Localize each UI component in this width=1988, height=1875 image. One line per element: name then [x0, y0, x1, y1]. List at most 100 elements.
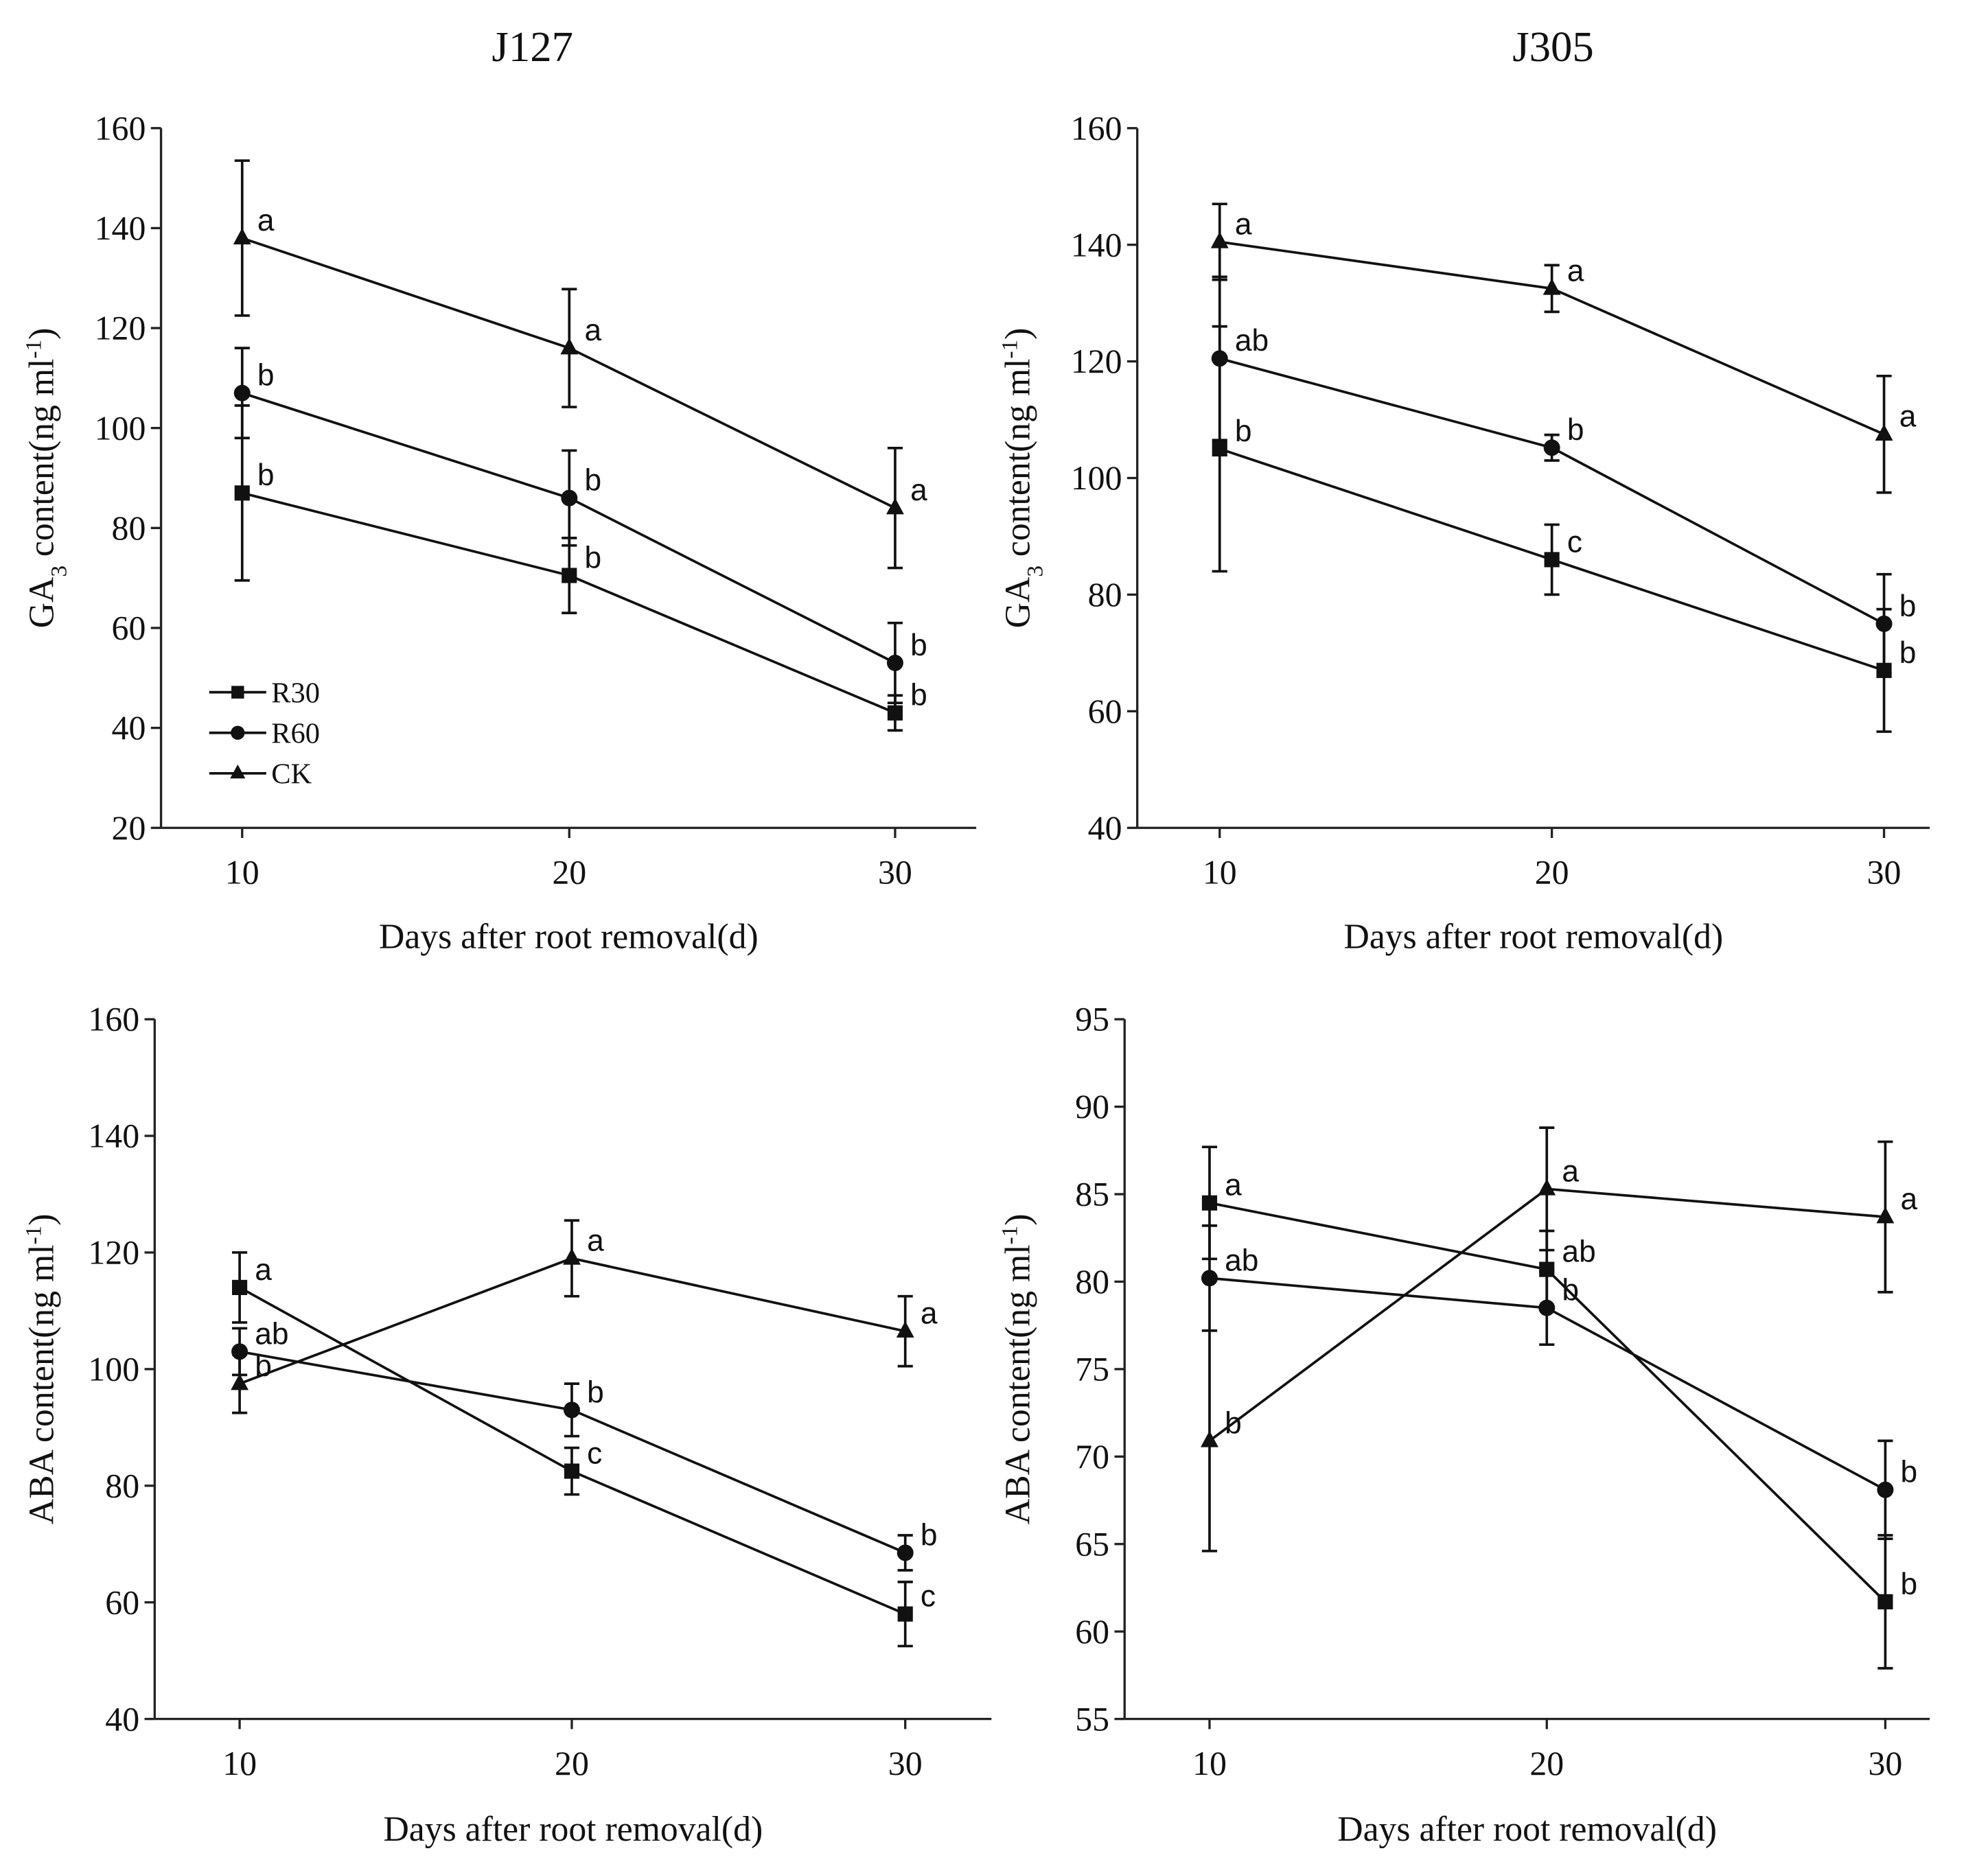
y-tick-label: 120: [1071, 342, 1122, 380]
data-point-triangle: [560, 338, 579, 355]
significance-letter: b: [1899, 590, 1917, 623]
y-tick-label: 160: [88, 1001, 139, 1038]
legend-marker-square: [231, 686, 244, 699]
y-tick-label: 140: [88, 1117, 139, 1155]
y-axis-label: GA3 content(ng ml-1): [997, 328, 1048, 629]
series-ck: b a a: [231, 1219, 938, 1414]
y-tick-label: 80: [112, 509, 146, 547]
significance-letter: b: [255, 1349, 272, 1383]
chart-title: J127: [492, 23, 573, 71]
data-point-circle: [561, 489, 578, 506]
y-tick-label: 60: [112, 609, 146, 647]
y-axis-label: ABA content(ng ml-1): [21, 1214, 62, 1525]
data-point-triangle: [886, 498, 904, 515]
y-tick-label: 60: [105, 1583, 139, 1621]
y-tick-label: 85: [1075, 1176, 1109, 1213]
data-point-triangle: [896, 1320, 914, 1338]
significance-letter: b: [587, 1375, 604, 1409]
significance-letter: ab: [1225, 1244, 1258, 1277]
data-point-circle: [897, 1544, 914, 1561]
significance-letter: a: [255, 1253, 272, 1287]
panel-1: J127 20 40 60 80 100 120 140 160 10 20 30 Days after…: [21, 23, 977, 957]
significance-letter: b: [1901, 1568, 1918, 1601]
significance-letter: c: [1567, 525, 1582, 559]
significance-letter: a: [910, 474, 927, 507]
y-tick-label: 90: [1075, 1088, 1109, 1126]
y-tick-label: 80: [1075, 1263, 1109, 1301]
significance-letter: b: [1567, 413, 1584, 447]
data-point-square: [564, 1463, 580, 1479]
y-tick-label: 140: [1071, 226, 1122, 264]
legend: R30 R60 CK: [209, 677, 320, 791]
y-label-text: ABA content(ng ml: [23, 1244, 62, 1524]
y-tick-label: 40: [1088, 809, 1122, 847]
x-tick-label: 10: [225, 854, 259, 892]
x-axis-label: Days after root removal(d): [379, 918, 759, 957]
data-point-triangle: [1538, 1178, 1556, 1196]
y-label-text: ): [999, 328, 1038, 340]
series-r60: ab b b: [1211, 275, 1917, 675]
y-tick-label: 80: [1088, 576, 1122, 614]
x-tick-label: 30: [888, 1745, 923, 1782]
y-label-superscript: -1: [21, 340, 46, 359]
y-label-text: ): [23, 328, 62, 340]
data-point-square: [1544, 552, 1560, 568]
series-r30: b b b: [234, 404, 927, 732]
data-point-triangle: [233, 228, 251, 245]
y-label-text: GA: [999, 577, 1038, 629]
data-point-circle: [886, 654, 903, 671]
y-tick-label: 40: [105, 1700, 139, 1738]
significance-letter: a: [1567, 254, 1584, 288]
data-point-circle: [1538, 1299, 1556, 1316]
x-axis-label: Days after root removal(d): [1337, 1810, 1717, 1849]
y-label-subscript: 3: [1022, 566, 1048, 577]
x-tick-label: 20: [1529, 1745, 1564, 1782]
y-tick-label: 100: [88, 1351, 139, 1388]
significance-letter: b: [1225, 1406, 1242, 1440]
y-label-text: ): [999, 1214, 1038, 1226]
legend-label: CK: [271, 758, 312, 791]
x-tick-label: 20: [1535, 854, 1569, 892]
y-label-text: ): [23, 1214, 62, 1226]
data-point-circle: [1201, 1270, 1218, 1287]
data-point-circle: [233, 384, 251, 401]
significance-letter: b: [1901, 1456, 1918, 1489]
y-tick-label: 80: [105, 1467, 139, 1504]
series-r30: a c c: [231, 1251, 936, 1648]
data-point-square: [897, 1606, 913, 1622]
significance-letter: b: [910, 629, 927, 662]
data-point-square: [1877, 1594, 1893, 1609]
x-tick-label: 20: [552, 854, 586, 892]
significance-letter: a: [587, 1224, 604, 1257]
y-tick-label: 160: [95, 109, 146, 147]
significance-letter: b: [584, 464, 601, 498]
significance-letter: ab: [1562, 1235, 1595, 1269]
x-axis-label: Days after root removal(d): [383, 1810, 763, 1849]
significance-letter: a: [1899, 400, 1917, 434]
series-r60: ab b b: [1201, 1224, 1918, 1540]
y-label-text: GA: [23, 577, 62, 629]
data-point-triangle: [1876, 1207, 1895, 1224]
y-label-text: ABA content(ng ml: [999, 1244, 1038, 1524]
significance-letter: a: [1225, 1169, 1242, 1202]
significance-letter: b: [921, 1518, 938, 1552]
panel-2: J305 40 60 80 100 120 140 160 10 20 30 Days after r…: [997, 23, 1930, 957]
y-tick-label: 95: [1075, 1001, 1109, 1038]
x-tick-label: 30: [878, 854, 912, 892]
y-axis-label: GA3 content(ng ml-1): [21, 328, 71, 629]
y-tick-label: 120: [95, 310, 146, 347]
y-tick-label: 55: [1075, 1700, 1109, 1738]
data-point-triangle: [231, 1373, 248, 1390]
significance-letter: ab: [1235, 324, 1269, 358]
data-point-triangle: [1542, 278, 1561, 295]
series-r60: b b b: [233, 347, 927, 705]
data-point-square: [1201, 1195, 1218, 1211]
y-label-text: content(ng ml: [999, 359, 1038, 566]
panel-3: 40 60 80 100 120 140 160 10 20 30 Days after root …: [21, 1001, 992, 1849]
legend-label: R30: [271, 677, 320, 709]
data-point-square: [1212, 441, 1227, 457]
significance-letter: b: [257, 458, 275, 492]
chart-title: J305: [1512, 23, 1594, 71]
